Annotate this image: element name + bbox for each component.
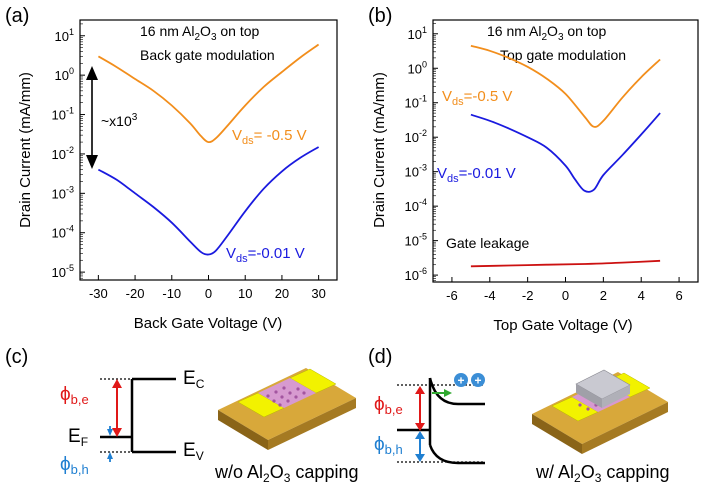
phi-be-arrowhead-up-c	[112, 379, 122, 388]
plot-a-series-line-0	[97, 43, 320, 144]
plot-b-series-line-0	[470, 44, 661, 128]
plot-a-ytick-label: 10-2	[52, 145, 74, 162]
plot-a-ylabel: Drain Current (mA/mm)	[17, 72, 34, 228]
plot-a-ticks: -30 -20 -10 0 10 20 30 101 100 10-1 10-2 10-3 10-4 10…	[52, 23, 326, 301]
plot-a-xtick-label: -20	[126, 286, 145, 301]
plot-b-title-line1: 16 nm Al2O3 on top	[487, 23, 607, 43]
ef-label: EF	[68, 426, 88, 449]
plot-b-xtick-label: 6	[675, 288, 682, 303]
plot-a-xtick-label: 0	[205, 286, 212, 301]
plot-b-series-label-blue: Vds=-0.01 V	[437, 165, 516, 185]
plot-b-ytick-label: 100	[408, 59, 427, 76]
plot-b-ytick-label: 10-6	[405, 266, 427, 283]
plot-a-title-line1: 16 nm Al2O3 on top	[140, 23, 260, 43]
panel-c-diagram: (c) ϕb,e ϕb,h EC EV EF	[5, 346, 358, 485]
plot-a-xtick-label: -10	[162, 286, 181, 301]
plot-a-xtick-label: 30	[311, 286, 325, 301]
plot-b-series-line-1	[470, 112, 661, 193]
plot-a-xtick-label: 10	[238, 286, 252, 301]
ev-label: EV	[183, 440, 204, 463]
plot-a-series	[97, 43, 320, 256]
plot-b-leakage-label: Gate leakage	[446, 235, 529, 251]
panel-a-chart: (a) 16 nm Al2O3 on top Back gate modulat…	[5, 5, 338, 332]
caption-d: w/ Al2O3 capping	[535, 462, 669, 485]
device-illustration-uncapped	[218, 368, 356, 450]
panel-a-label: (a)	[5, 5, 29, 27]
plot-b-series-label-orange: Vds=-0.5 V	[442, 88, 512, 108]
plot-a-ytick-label: 10-3	[52, 184, 74, 201]
plot-b-xtick-label: 0	[562, 288, 569, 303]
device-illustration-capped	[532, 369, 668, 454]
plot-a-ytick-label: 100	[55, 66, 74, 83]
panel-c-label: (c)	[5, 346, 28, 368]
plot-b-title-line2: Top gate modulation	[500, 47, 626, 63]
plot-a-title-line2: Back gate modulation	[140, 47, 275, 63]
phi-be-label-d: ϕb,e	[374, 394, 403, 417]
svg-text:+: +	[457, 374, 464, 388]
plot-a-ytick-label: 10-1	[52, 106, 74, 123]
plot-b-ytick-label: 101	[408, 25, 427, 42]
plot-b-xtick-label: 2	[600, 288, 607, 303]
plot-b-series	[470, 44, 661, 268]
panel-b-label: (b)	[368, 5, 392, 27]
panel-b-chart: (b) 16 nm Al2O3 on top Top gate modulati…	[368, 5, 699, 334]
plot-a-series-label-orange: Vds= -0.5 V	[232, 127, 307, 147]
plot-a-ytick-label: 10-5	[52, 263, 74, 280]
plot-b-ticks: -6 -4 -2 0 2 4 6 101 100 10-1 10-2 10-3 10-4 10-5 10-6	[405, 23, 683, 303]
plot-b-ytick-label: 10-2	[405, 128, 427, 145]
plot-a-ytick-label: 10-4	[52, 224, 74, 241]
plot-b-series-line-2	[470, 259, 661, 268]
plot-b-xtick-label: -4	[484, 288, 496, 303]
panel-d-label: (d)	[368, 346, 392, 368]
phi-bh-label-c: ϕb,h	[60, 454, 89, 477]
plot-a-series-line-1	[97, 146, 320, 256]
plot-b-ytick-label: 10-1	[405, 94, 427, 111]
plot-b-xtick-label: 4	[638, 288, 645, 303]
phi-be-arrowhead-down-c	[112, 428, 122, 437]
svg-text:+: +	[474, 374, 481, 388]
plot-a-xtick-label: 20	[275, 286, 289, 301]
plot-a-xlabel: Back Gate Voltage (V)	[134, 315, 282, 332]
phi-be-label-c: ϕb,e	[60, 384, 89, 407]
plot-a-ratio-label: ~x103	[101, 112, 138, 129]
conduction-band-curve	[428, 377, 485, 406]
plot-b-xtick-label: -2	[522, 288, 534, 303]
ec-label: EC	[183, 368, 205, 391]
plot-a-ytick-label: 101	[55, 27, 74, 44]
plot-b-xtick-label: -6	[446, 288, 458, 303]
valence-band-curve	[428, 444, 485, 465]
phi-bh-label-d: ϕb,h	[374, 434, 403, 457]
plot-a-ratio-arrow	[86, 66, 98, 169]
plot-b-ylabel: Drain Current (mA/mm)	[371, 72, 388, 228]
plot-a-series-label-blue: Vds=-0.01 V	[226, 245, 305, 265]
panel-d-diagram: (d) + + ϕb,e ϕb,h	[368, 346, 669, 485]
plot-b-ytick-label: 10-3	[405, 163, 427, 180]
caption-c: w/o Al2O3 capping	[214, 462, 358, 485]
plot-b-ytick-label: 10-4	[405, 197, 427, 214]
plot-a-xtick-label: -30	[89, 286, 108, 301]
plot-b-ytick-label: 10-5	[405, 232, 427, 249]
positive-charge-icons: + +	[454, 373, 485, 388]
plot-b-xlabel: Top Gate Voltage (V)	[493, 317, 632, 334]
